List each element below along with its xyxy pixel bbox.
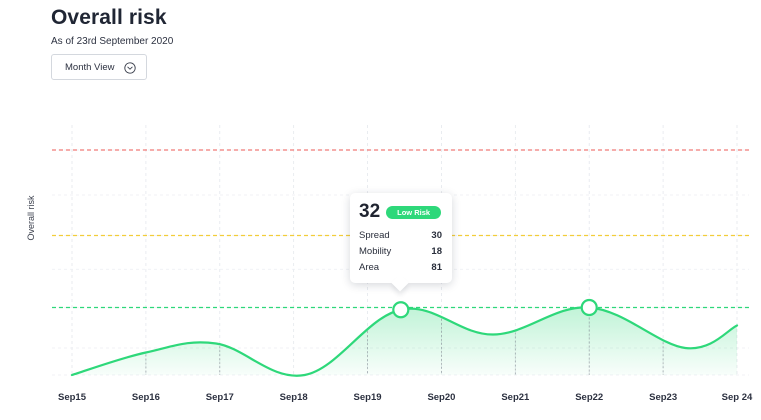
x-tick-label: Sep15 (58, 392, 87, 403)
x-tick-label: Sep22 (575, 392, 603, 403)
tooltip-row-label: Area (359, 262, 380, 273)
tooltip-row-value: 30 (431, 230, 442, 241)
x-tick-label: Sep23 (649, 392, 677, 403)
tooltip-row-label: Spread (359, 230, 390, 241)
highlight-markers (392, 298, 598, 319)
x-axis-ticks: Sep15 Sep16 Sep17 Sep18 Sep19 Sep20 Sep21 Sep22… (58, 392, 753, 403)
x-tick-label: Sep21 (501, 392, 530, 403)
as-of-date: As of 23rd September 2020 (51, 36, 174, 47)
risk-level-badge: Low Risk (386, 205, 442, 219)
tooltip-row: Area 81 (359, 260, 442, 276)
month-view-dropdown[interactable]: Month View (51, 54, 147, 80)
highlight-marker (580, 298, 598, 317)
drop-lines (145, 309, 664, 375)
area-path (72, 307, 737, 376)
area-fill (72, 307, 737, 376)
tooltip-row: Spread 30 (359, 228, 442, 244)
x-tick-label: Sep18 (280, 392, 308, 403)
page-title: Overall risk (51, 6, 167, 29)
tooltip-value: 32 (359, 201, 381, 222)
chevron-down-icon (124, 62, 136, 74)
y-axis-label: Overall risk (26, 195, 36, 241)
x-tick-label: Sep19 (354, 392, 382, 403)
month-view-label: Month View (65, 61, 115, 73)
tooltip-row-value: 81 (431, 262, 442, 273)
tooltip-row: Mobility 18 (359, 244, 442, 260)
x-tick-label: Sep20 (427, 392, 455, 403)
x-tick-label: Sep17 (206, 392, 234, 403)
data-tooltip: 32 Low Risk Spread 30 Mobility 18 Area 81 (350, 193, 452, 292)
highlight-marker (392, 301, 410, 319)
x-tick-label: Sep16 (132, 392, 160, 403)
tooltip-row-value: 18 (431, 246, 442, 257)
tooltip-row-label: Mobility (359, 246, 392, 257)
x-tick-label: Sep 24 (722, 392, 753, 403)
